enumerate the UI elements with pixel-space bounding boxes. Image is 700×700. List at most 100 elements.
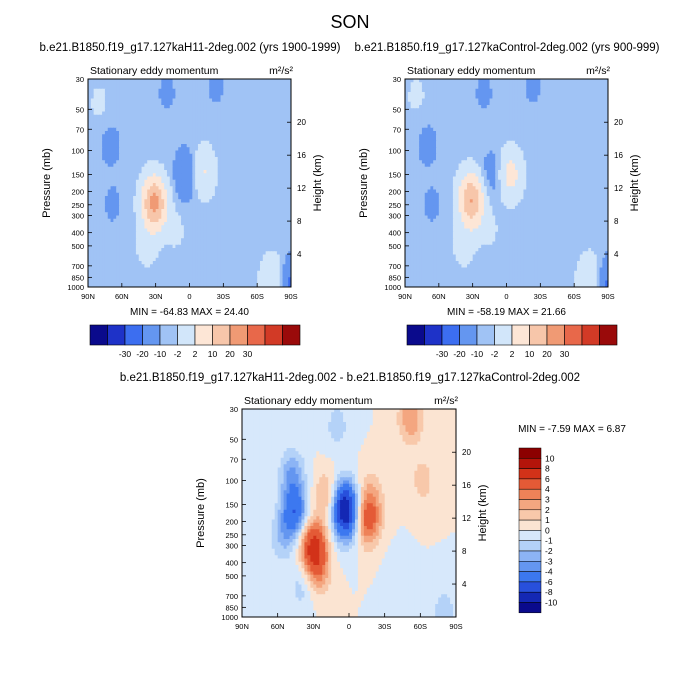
field-cell bbox=[251, 95, 255, 100]
height-tick-label: 20 bbox=[297, 118, 306, 127]
field-cell bbox=[135, 225, 140, 230]
field-cell bbox=[189, 111, 193, 116]
field-cell bbox=[203, 209, 208, 213]
field-cell bbox=[231, 127, 236, 132]
field-cell bbox=[172, 192, 176, 197]
field-cell bbox=[234, 114, 239, 119]
field-cell bbox=[248, 277, 253, 282]
field-cell bbox=[183, 264, 188, 269]
field-cell bbox=[523, 88, 527, 93]
field-cell bbox=[138, 202, 143, 207]
field-cell bbox=[245, 218, 250, 223]
field-cell bbox=[259, 105, 264, 109]
field-cell bbox=[124, 215, 129, 220]
field-cell bbox=[195, 137, 199, 142]
field-cell bbox=[226, 192, 230, 197]
field-cell bbox=[124, 98, 129, 103]
field-cell bbox=[274, 131, 278, 135]
field-cell bbox=[135, 183, 140, 187]
field-cell bbox=[88, 280, 92, 285]
field-cell bbox=[209, 264, 213, 269]
field-cell bbox=[243, 222, 247, 226]
field-cell bbox=[119, 147, 123, 152]
field-cell bbox=[133, 228, 137, 233]
field-cell bbox=[257, 150, 261, 155]
field-cell bbox=[90, 179, 95, 184]
field-cell bbox=[133, 225, 137, 230]
field-cell bbox=[138, 111, 143, 116]
field-cell bbox=[181, 261, 185, 265]
field-cell bbox=[237, 108, 241, 113]
field-cell bbox=[200, 261, 205, 265]
field-cell bbox=[192, 225, 196, 230]
field-cell bbox=[158, 163, 162, 168]
field-cell bbox=[203, 235, 208, 239]
field-cell bbox=[243, 192, 247, 197]
field-cell bbox=[144, 176, 148, 181]
field-cell bbox=[121, 225, 126, 230]
field-cell bbox=[251, 241, 255, 246]
field-cell bbox=[220, 199, 224, 204]
field-cell bbox=[181, 79, 185, 83]
field-cell bbox=[169, 150, 174, 155]
field-cell bbox=[169, 111, 174, 116]
field-cell bbox=[265, 118, 270, 122]
field-cell bbox=[271, 82, 275, 87]
field-cell bbox=[257, 95, 261, 100]
field-cell bbox=[116, 274, 120, 278]
field-cell bbox=[285, 274, 289, 278]
field-cell bbox=[152, 108, 157, 113]
field-cell bbox=[102, 257, 106, 262]
field-cell bbox=[503, 79, 508, 83]
field-cell bbox=[262, 121, 267, 126]
field-cell bbox=[237, 277, 241, 282]
field-cell bbox=[226, 222, 230, 226]
field-cell bbox=[279, 114, 284, 119]
field-cell bbox=[96, 257, 100, 262]
field-cell bbox=[119, 209, 123, 213]
field-cell bbox=[562, 82, 567, 87]
field-cell bbox=[240, 88, 244, 93]
field-cell bbox=[116, 92, 120, 96]
field-cell bbox=[288, 251, 291, 256]
field-cell bbox=[113, 95, 117, 100]
field-cell bbox=[186, 160, 191, 165]
field-cell bbox=[200, 196, 205, 200]
field-cell bbox=[189, 98, 193, 103]
field-cell bbox=[220, 114, 224, 119]
field-cell bbox=[175, 251, 179, 256]
field-cell bbox=[124, 160, 129, 165]
field-cell bbox=[107, 228, 112, 233]
field-cell bbox=[243, 157, 247, 161]
field-cell bbox=[495, 88, 499, 93]
field-cell bbox=[543, 88, 547, 93]
field-cell bbox=[282, 199, 286, 204]
field-cell bbox=[141, 163, 145, 168]
field-cell bbox=[93, 95, 98, 100]
field-cell bbox=[243, 173, 247, 178]
field-cell bbox=[110, 173, 114, 178]
field-cell bbox=[175, 270, 179, 275]
field-cell bbox=[234, 82, 239, 87]
field-cell bbox=[135, 205, 140, 210]
field-cell bbox=[138, 244, 143, 249]
field-cell bbox=[217, 192, 222, 197]
field-cell bbox=[155, 114, 160, 119]
field-cell bbox=[113, 199, 117, 204]
field-cell bbox=[181, 176, 185, 181]
field-cell bbox=[150, 92, 154, 96]
field-cell bbox=[251, 218, 255, 223]
field-cell bbox=[195, 225, 199, 230]
field-cell bbox=[212, 248, 216, 252]
field-cell bbox=[282, 92, 286, 96]
field-cell bbox=[279, 183, 284, 187]
field-cell bbox=[110, 127, 114, 132]
field-cell bbox=[483, 88, 488, 93]
field-cell bbox=[197, 257, 202, 262]
field-cell bbox=[155, 92, 160, 96]
field-cell bbox=[282, 257, 286, 262]
field-cell bbox=[164, 274, 168, 278]
field-cell bbox=[113, 163, 117, 168]
field-cell bbox=[107, 264, 112, 269]
field-cell bbox=[93, 264, 98, 269]
